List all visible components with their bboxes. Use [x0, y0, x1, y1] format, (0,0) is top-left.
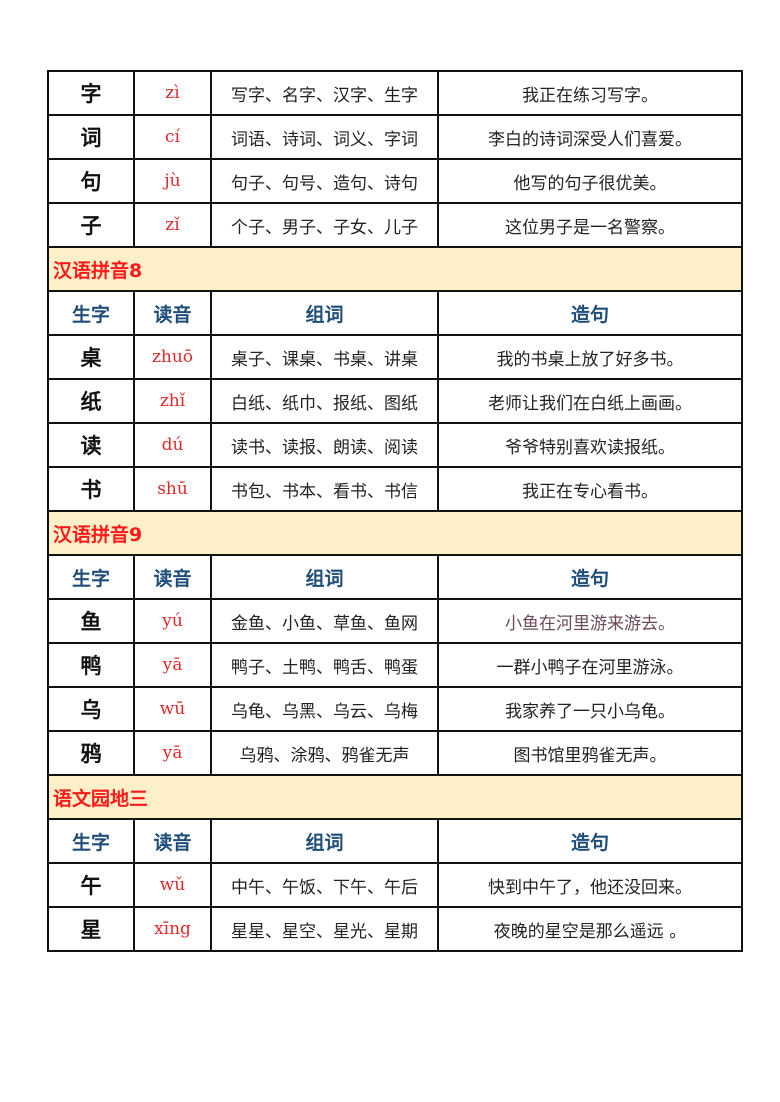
- words-cell: 书包、书本、看书、书信: [210, 466, 439, 512]
- header-pinyin: 读音: [133, 818, 212, 864]
- sentence-cell: 图书馆里鸦雀无声。: [437, 730, 743, 776]
- table-row: 星 xīng 星星、星空、星光、星期 夜晚的星空是那么遥远 。: [47, 906, 743, 952]
- words-cell: 乌龟、乌黑、乌云、乌梅: [210, 686, 439, 732]
- header-words: 组词: [210, 818, 439, 864]
- pinyin-cell: wǔ: [133, 862, 212, 908]
- pinyin-cell: yā: [133, 730, 212, 776]
- words-cell: 星星、星空、星光、星期: [210, 906, 439, 952]
- sentence-cell: 爷爷特别喜欢读报纸。: [437, 422, 743, 468]
- pinyin-cell: shū: [133, 466, 212, 512]
- section-title-row: 汉语拼音9: [47, 510, 743, 556]
- table-row: 纸 zhǐ 白纸、纸巾、报纸、图纸 老师让我们在白纸上画画。: [47, 378, 743, 424]
- character-cell: 词: [47, 114, 135, 160]
- table-row: 鸦 yā 乌鸦、涂鸦、鸦雀无声 图书馆里鸦雀无声。: [47, 730, 743, 776]
- character-cell: 句: [47, 158, 135, 204]
- pinyin-cell: zhǐ: [133, 378, 212, 424]
- sentence-cell: 快到中午了，他还没回来。: [437, 862, 743, 908]
- words-cell: 写字、名字、汉字、生字: [210, 70, 439, 116]
- header-sentence: 造句: [437, 290, 743, 336]
- sentence-cell: 我正在专心看书。: [437, 466, 743, 512]
- pinyin-cell: xīng: [133, 906, 212, 952]
- section-title-row: 语文园地三: [47, 774, 743, 820]
- words-cell: 金鱼、小鱼、草鱼、鱼网: [210, 598, 439, 644]
- table-row: 字 zì 写字、名字、汉字、生字 我正在练习写字。: [47, 70, 743, 116]
- sentence-cell: 夜晚的星空是那么遥远 。: [437, 906, 743, 952]
- header-row: 生字 读音 组词 造句: [47, 818, 743, 864]
- header-pinyin: 读音: [133, 290, 212, 336]
- header-words: 组词: [210, 290, 439, 336]
- pinyin-cell: zhuō: [133, 334, 212, 380]
- character-cell: 桌: [47, 334, 135, 380]
- character-cell: 鱼: [47, 598, 135, 644]
- vocabulary-table: 字 zì 写字、名字、汉字、生字 我正在练习写字。词 cí 词语、诗词、词义、字词 李白的诗…: [47, 70, 743, 952]
- section-title: 汉语拼音9: [47, 510, 743, 556]
- sentence-cell: 一群小鸭子在河里游泳。: [437, 642, 743, 688]
- sentence-cell: 李白的诗词深受人们喜爱。: [437, 114, 743, 160]
- pinyin-cell: dú: [133, 422, 212, 468]
- table-row: 书 shū 书包、书本、看书、书信 我正在专心看书。: [47, 466, 743, 512]
- table-row: 读 dú 读书、读报、朗读、阅读 爷爷特别喜欢读报纸。: [47, 422, 743, 468]
- header-pinyin: 读音: [133, 554, 212, 600]
- character-cell: 星: [47, 906, 135, 952]
- table-row: 词 cí 词语、诗词、词义、字词 李白的诗词深受人们喜爱。: [47, 114, 743, 160]
- words-cell: 白纸、纸巾、报纸、图纸: [210, 378, 439, 424]
- header-char: 生字: [47, 290, 135, 336]
- pinyin-cell: zì: [133, 70, 212, 116]
- pinyin-cell: wū: [133, 686, 212, 732]
- table-row: 子 zǐ 个子、男子、子女、儿子 这位男子是一名警察。: [47, 202, 743, 248]
- words-cell: 中午、午饭、下午、午后: [210, 862, 439, 908]
- character-cell: 纸: [47, 378, 135, 424]
- pinyin-cell: cí: [133, 114, 212, 160]
- header-row: 生字 读音 组词 造句: [47, 290, 743, 336]
- sentence-cell: 我的书桌上放了好多书。: [437, 334, 743, 380]
- words-cell: 句子、句号、造句、诗句: [210, 158, 439, 204]
- character-cell: 书: [47, 466, 135, 512]
- words-cell: 个子、男子、子女、儿子: [210, 202, 439, 248]
- vocabulary-table-body: 字 zì 写字、名字、汉字、生字 我正在练习写字。词 cí 词语、诗词、词义、字词 李白的诗…: [47, 70, 743, 952]
- character-cell: 字: [47, 70, 135, 116]
- pinyin-cell: yā: [133, 642, 212, 688]
- words-cell: 乌鸦、涂鸦、鸦雀无声: [210, 730, 439, 776]
- table-row: 桌 zhuō 桌子、课桌、书桌、讲桌 我的书桌上放了好多书。: [47, 334, 743, 380]
- character-cell: 午: [47, 862, 135, 908]
- words-cell: 读书、读报、朗读、阅读: [210, 422, 439, 468]
- header-sentence: 造句: [437, 818, 743, 864]
- table-row: 鱼 yú 金鱼、小鱼、草鱼、鱼网 小鱼在河里游来游去。: [47, 598, 743, 644]
- table-row: 乌 wū 乌龟、乌黑、乌云、乌梅 我家养了一只小乌龟。: [47, 686, 743, 732]
- character-cell: 乌: [47, 686, 135, 732]
- header-sentence: 造句: [437, 554, 743, 600]
- sentence-cell: 老师让我们在白纸上画画。: [437, 378, 743, 424]
- section-title: 语文园地三: [47, 774, 743, 820]
- header-words: 组词: [210, 554, 439, 600]
- sentence-cell: 小鱼在河里游来游去。: [437, 598, 743, 644]
- sentence-cell: 这位男子是一名警察。: [437, 202, 743, 248]
- pinyin-cell: jù: [133, 158, 212, 204]
- table-row: 句 jù 句子、句号、造句、诗句 他写的句子很优美。: [47, 158, 743, 204]
- sentence-cell: 我正在练习写字。: [437, 70, 743, 116]
- character-cell: 鸦: [47, 730, 135, 776]
- section-title-row: 汉语拼音8: [47, 246, 743, 292]
- table-row: 鸭 yā 鸭子、土鸭、鸭舌、鸭蛋 一群小鸭子在河里游泳。: [47, 642, 743, 688]
- character-cell: 读: [47, 422, 135, 468]
- words-cell: 桌子、课桌、书桌、讲桌: [210, 334, 439, 380]
- words-cell: 词语、诗词、词义、字词: [210, 114, 439, 160]
- words-cell: 鸭子、土鸭、鸭舌、鸭蛋: [210, 642, 439, 688]
- character-cell: 鸭: [47, 642, 135, 688]
- header-row: 生字 读音 组词 造句: [47, 554, 743, 600]
- header-char: 生字: [47, 818, 135, 864]
- sentence-cell: 我家养了一只小乌龟。: [437, 686, 743, 732]
- table-row: 午 wǔ 中午、午饭、下午、午后 快到中午了，他还没回来。: [47, 862, 743, 908]
- pinyin-cell: yú: [133, 598, 212, 644]
- sentence-cell: 他写的句子很优美。: [437, 158, 743, 204]
- section-title: 汉语拼音8: [47, 246, 743, 292]
- header-char: 生字: [47, 554, 135, 600]
- character-cell: 子: [47, 202, 135, 248]
- pinyin-cell: zǐ: [133, 202, 212, 248]
